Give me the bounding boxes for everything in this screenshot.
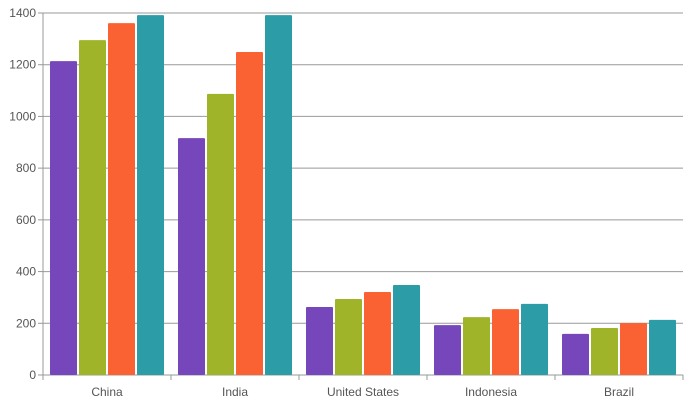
- bar: [50, 61, 77, 375]
- y-tick-label: 600: [16, 213, 36, 227]
- bar: [335, 298, 362, 375]
- y-tick-label: 800: [16, 161, 36, 175]
- bar: [492, 309, 519, 375]
- x-tick-label: Indonesia: [465, 385, 517, 399]
- y-tick-label: 200: [16, 316, 36, 330]
- bar: [620, 323, 647, 375]
- y-tick-label: 0: [29, 368, 36, 382]
- y-tick-label: 1000: [9, 109, 36, 123]
- bar: [562, 333, 589, 375]
- x-tick-label: Brazil: [604, 385, 634, 399]
- bar: [79, 40, 106, 376]
- bar: [306, 306, 333, 375]
- bar: [364, 291, 391, 375]
- y-tick-label: 1400: [9, 6, 36, 20]
- x-tick-label: India: [222, 385, 248, 399]
- bar: [137, 15, 164, 375]
- bar: [393, 285, 420, 375]
- bar: [521, 303, 548, 375]
- y-tick-label: 1200: [9, 58, 36, 72]
- y-tick-label: 400: [16, 265, 36, 279]
- bar: [236, 52, 263, 376]
- bar: [463, 317, 490, 375]
- bar: [434, 325, 461, 375]
- x-tick-label: United States: [327, 385, 399, 399]
- x-tick-label: China: [91, 385, 123, 399]
- bar: [265, 15, 292, 375]
- bar: [649, 319, 676, 375]
- bar: [108, 23, 135, 375]
- bar: [207, 93, 234, 375]
- bar: [591, 327, 618, 375]
- bar: [178, 138, 205, 375]
